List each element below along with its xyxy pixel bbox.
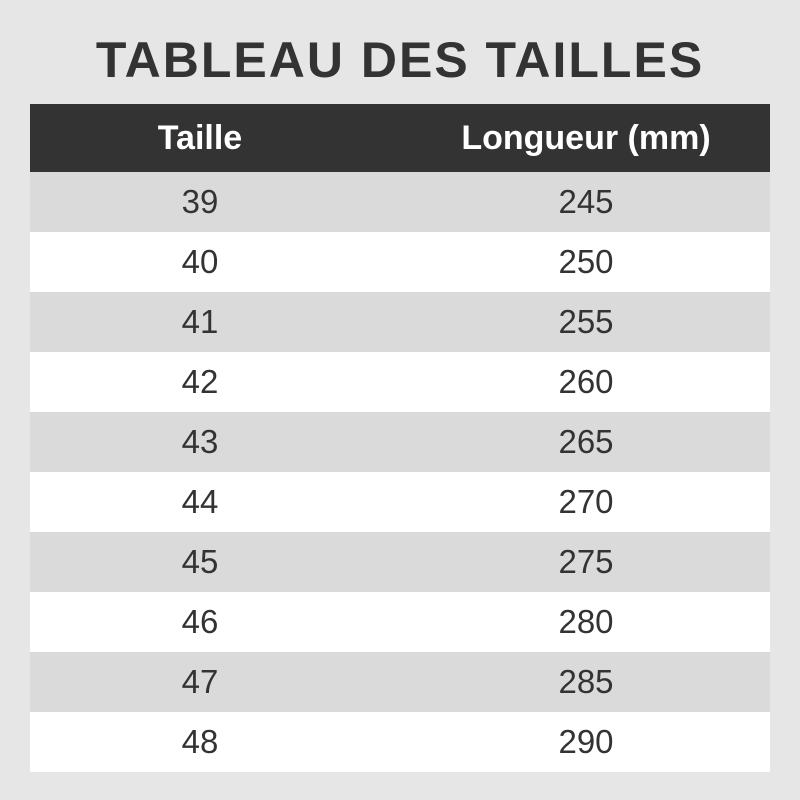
header-size: Taille — [157, 118, 243, 157]
length-cell: 245 — [558, 183, 614, 220]
table-row: 39 245 — [30, 172, 770, 232]
table-row: 44 270 — [30, 472, 770, 532]
length-cell: 285 — [558, 663, 614, 700]
size-cell: 39 — [181, 183, 219, 220]
size-cell: 41 — [181, 303, 219, 340]
table-row: 48 290 — [30, 712, 770, 772]
length-cell: 290 — [558, 723, 614, 760]
length-cell: 270 — [558, 483, 614, 520]
size-cell: 40 — [181, 243, 219, 280]
size-cell: 43 — [181, 423, 219, 460]
table-row: 42 260 — [30, 352, 770, 412]
length-cell: 265 — [558, 423, 614, 460]
table-row: 46 280 — [30, 592, 770, 652]
table-row: 40 250 — [30, 232, 770, 292]
header-length: Longueur (mm) — [461, 118, 711, 157]
length-cell: 255 — [558, 303, 614, 340]
size-cell: 48 — [181, 723, 219, 760]
length-cell: 250 — [558, 243, 614, 280]
size-cell: 45 — [181, 543, 219, 580]
size-cell: 42 — [181, 363, 219, 400]
length-cell: 280 — [558, 603, 614, 640]
size-cell: 46 — [181, 603, 219, 640]
length-cell: 260 — [558, 363, 614, 400]
size-cell: 44 — [181, 483, 219, 520]
page-title: TABLEAU DES TAILLES — [95, 32, 705, 88]
table-row: 45 275 — [30, 532, 770, 592]
size-cell: 47 — [181, 663, 219, 700]
size-table: Taille Longueur (mm) 39 245 40 250 41 255 42 26… — [30, 104, 770, 772]
table-row: 47 285 — [30, 652, 770, 712]
table-header: Taille Longueur (mm) — [30, 104, 770, 172]
length-cell: 275 — [558, 543, 614, 580]
table-row: 43 265 — [30, 412, 770, 472]
table-row: 41 255 — [30, 292, 770, 352]
